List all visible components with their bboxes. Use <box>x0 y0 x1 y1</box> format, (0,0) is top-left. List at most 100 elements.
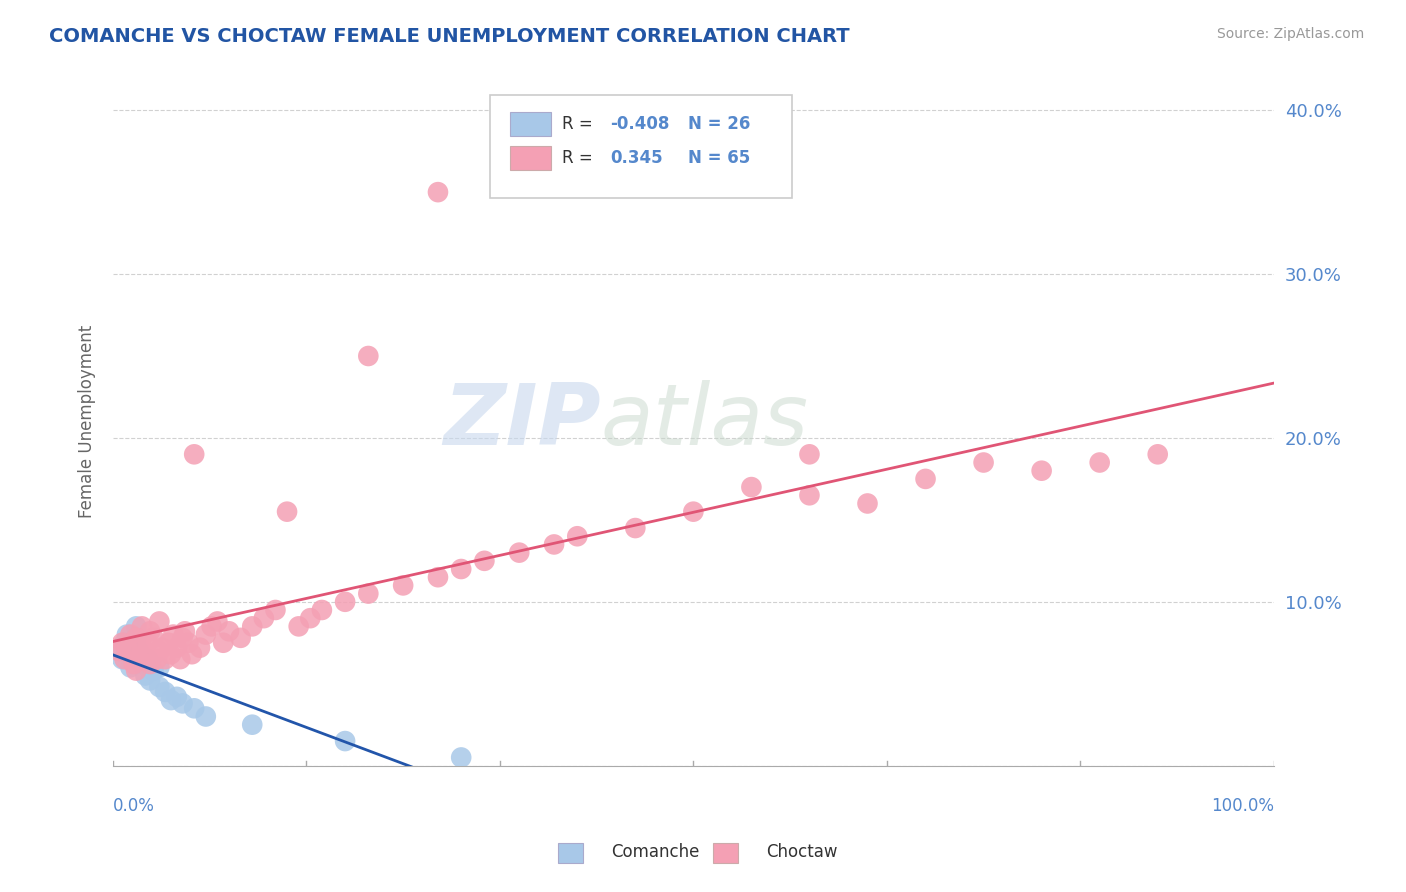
Point <box>240 717 263 731</box>
Point <box>146 652 169 666</box>
Point <box>127 652 149 666</box>
Point <box>169 652 191 666</box>
Point <box>914 472 936 486</box>
Point <box>229 631 252 645</box>
Text: -0.408: -0.408 <box>610 114 669 133</box>
Point <box>264 603 287 617</box>
Text: Comanche: Comanche <box>612 843 700 861</box>
Text: 0.345: 0.345 <box>610 149 662 167</box>
Point <box>333 595 356 609</box>
Point <box>207 615 229 629</box>
Point <box>287 619 309 633</box>
Point <box>115 627 138 641</box>
Point <box>543 537 565 551</box>
Point <box>218 624 240 639</box>
Point <box>427 570 450 584</box>
Point <box>180 647 202 661</box>
Point <box>1031 464 1053 478</box>
Point <box>120 660 142 674</box>
Point <box>166 640 188 655</box>
FancyBboxPatch shape <box>510 146 551 170</box>
Point <box>157 636 180 650</box>
Point <box>131 640 153 655</box>
Point <box>111 652 134 666</box>
Point <box>799 488 821 502</box>
Text: 100.0%: 100.0% <box>1211 797 1274 814</box>
Point <box>682 505 704 519</box>
Point <box>856 496 879 510</box>
Point <box>131 657 153 671</box>
Text: R =: R = <box>562 149 603 167</box>
Point <box>740 480 762 494</box>
Point <box>125 631 148 645</box>
Point <box>276 505 298 519</box>
Point <box>139 624 162 639</box>
Point <box>139 657 162 671</box>
Point <box>160 693 183 707</box>
Text: ZIP: ZIP <box>443 380 600 463</box>
Point <box>114 636 136 650</box>
Point <box>194 709 217 723</box>
Point <box>392 578 415 592</box>
Point <box>148 660 170 674</box>
Point <box>194 627 217 641</box>
Point <box>174 624 197 639</box>
Point <box>122 657 145 671</box>
Point <box>166 690 188 704</box>
Point <box>111 636 134 650</box>
Point <box>188 640 211 655</box>
Point <box>162 627 184 641</box>
Point <box>136 652 159 666</box>
Point <box>172 697 194 711</box>
Point <box>136 636 159 650</box>
Point <box>125 619 148 633</box>
Point <box>122 647 145 661</box>
Point <box>148 680 170 694</box>
Point <box>148 644 170 658</box>
Point <box>160 647 183 661</box>
Text: 0.0%: 0.0% <box>112 797 155 814</box>
Point <box>311 603 333 617</box>
Point <box>139 673 162 688</box>
Point <box>107 644 129 658</box>
Point <box>1146 447 1168 461</box>
Point <box>474 554 496 568</box>
Point <box>134 668 156 682</box>
Point <box>624 521 647 535</box>
Point <box>357 586 380 600</box>
Y-axis label: Female Unemployment: Female Unemployment <box>79 325 96 518</box>
Text: N = 65: N = 65 <box>688 149 749 167</box>
Text: Source: ZipAtlas.com: Source: ZipAtlas.com <box>1216 27 1364 41</box>
Point <box>1088 456 1111 470</box>
Point <box>107 644 129 658</box>
Point <box>125 631 148 645</box>
Point <box>142 631 165 645</box>
Point <box>125 664 148 678</box>
Point <box>114 652 136 666</box>
Point <box>333 734 356 748</box>
Point <box>450 562 472 576</box>
Point <box>567 529 589 543</box>
Text: R =: R = <box>562 114 598 133</box>
Text: N = 26: N = 26 <box>688 114 749 133</box>
Point <box>120 627 142 641</box>
Point <box>115 640 138 655</box>
Point <box>131 619 153 633</box>
Point <box>799 447 821 461</box>
Bar <box>713 843 738 863</box>
Point <box>183 701 205 715</box>
FancyBboxPatch shape <box>491 95 792 198</box>
FancyBboxPatch shape <box>510 112 551 136</box>
Point <box>427 185 450 199</box>
Point <box>299 611 322 625</box>
Point <box>120 640 142 655</box>
Point <box>150 640 173 655</box>
Text: COMANCHE VS CHOCTAW FEMALE UNEMPLOYMENT CORRELATION CHART: COMANCHE VS CHOCTAW FEMALE UNEMPLOYMENT … <box>49 27 849 45</box>
Point <box>142 664 165 678</box>
Text: Choctaw: Choctaw <box>766 843 838 861</box>
Point <box>153 685 176 699</box>
Point <box>357 349 380 363</box>
Point <box>253 611 276 625</box>
Bar <box>558 843 583 863</box>
Point <box>201 619 224 633</box>
